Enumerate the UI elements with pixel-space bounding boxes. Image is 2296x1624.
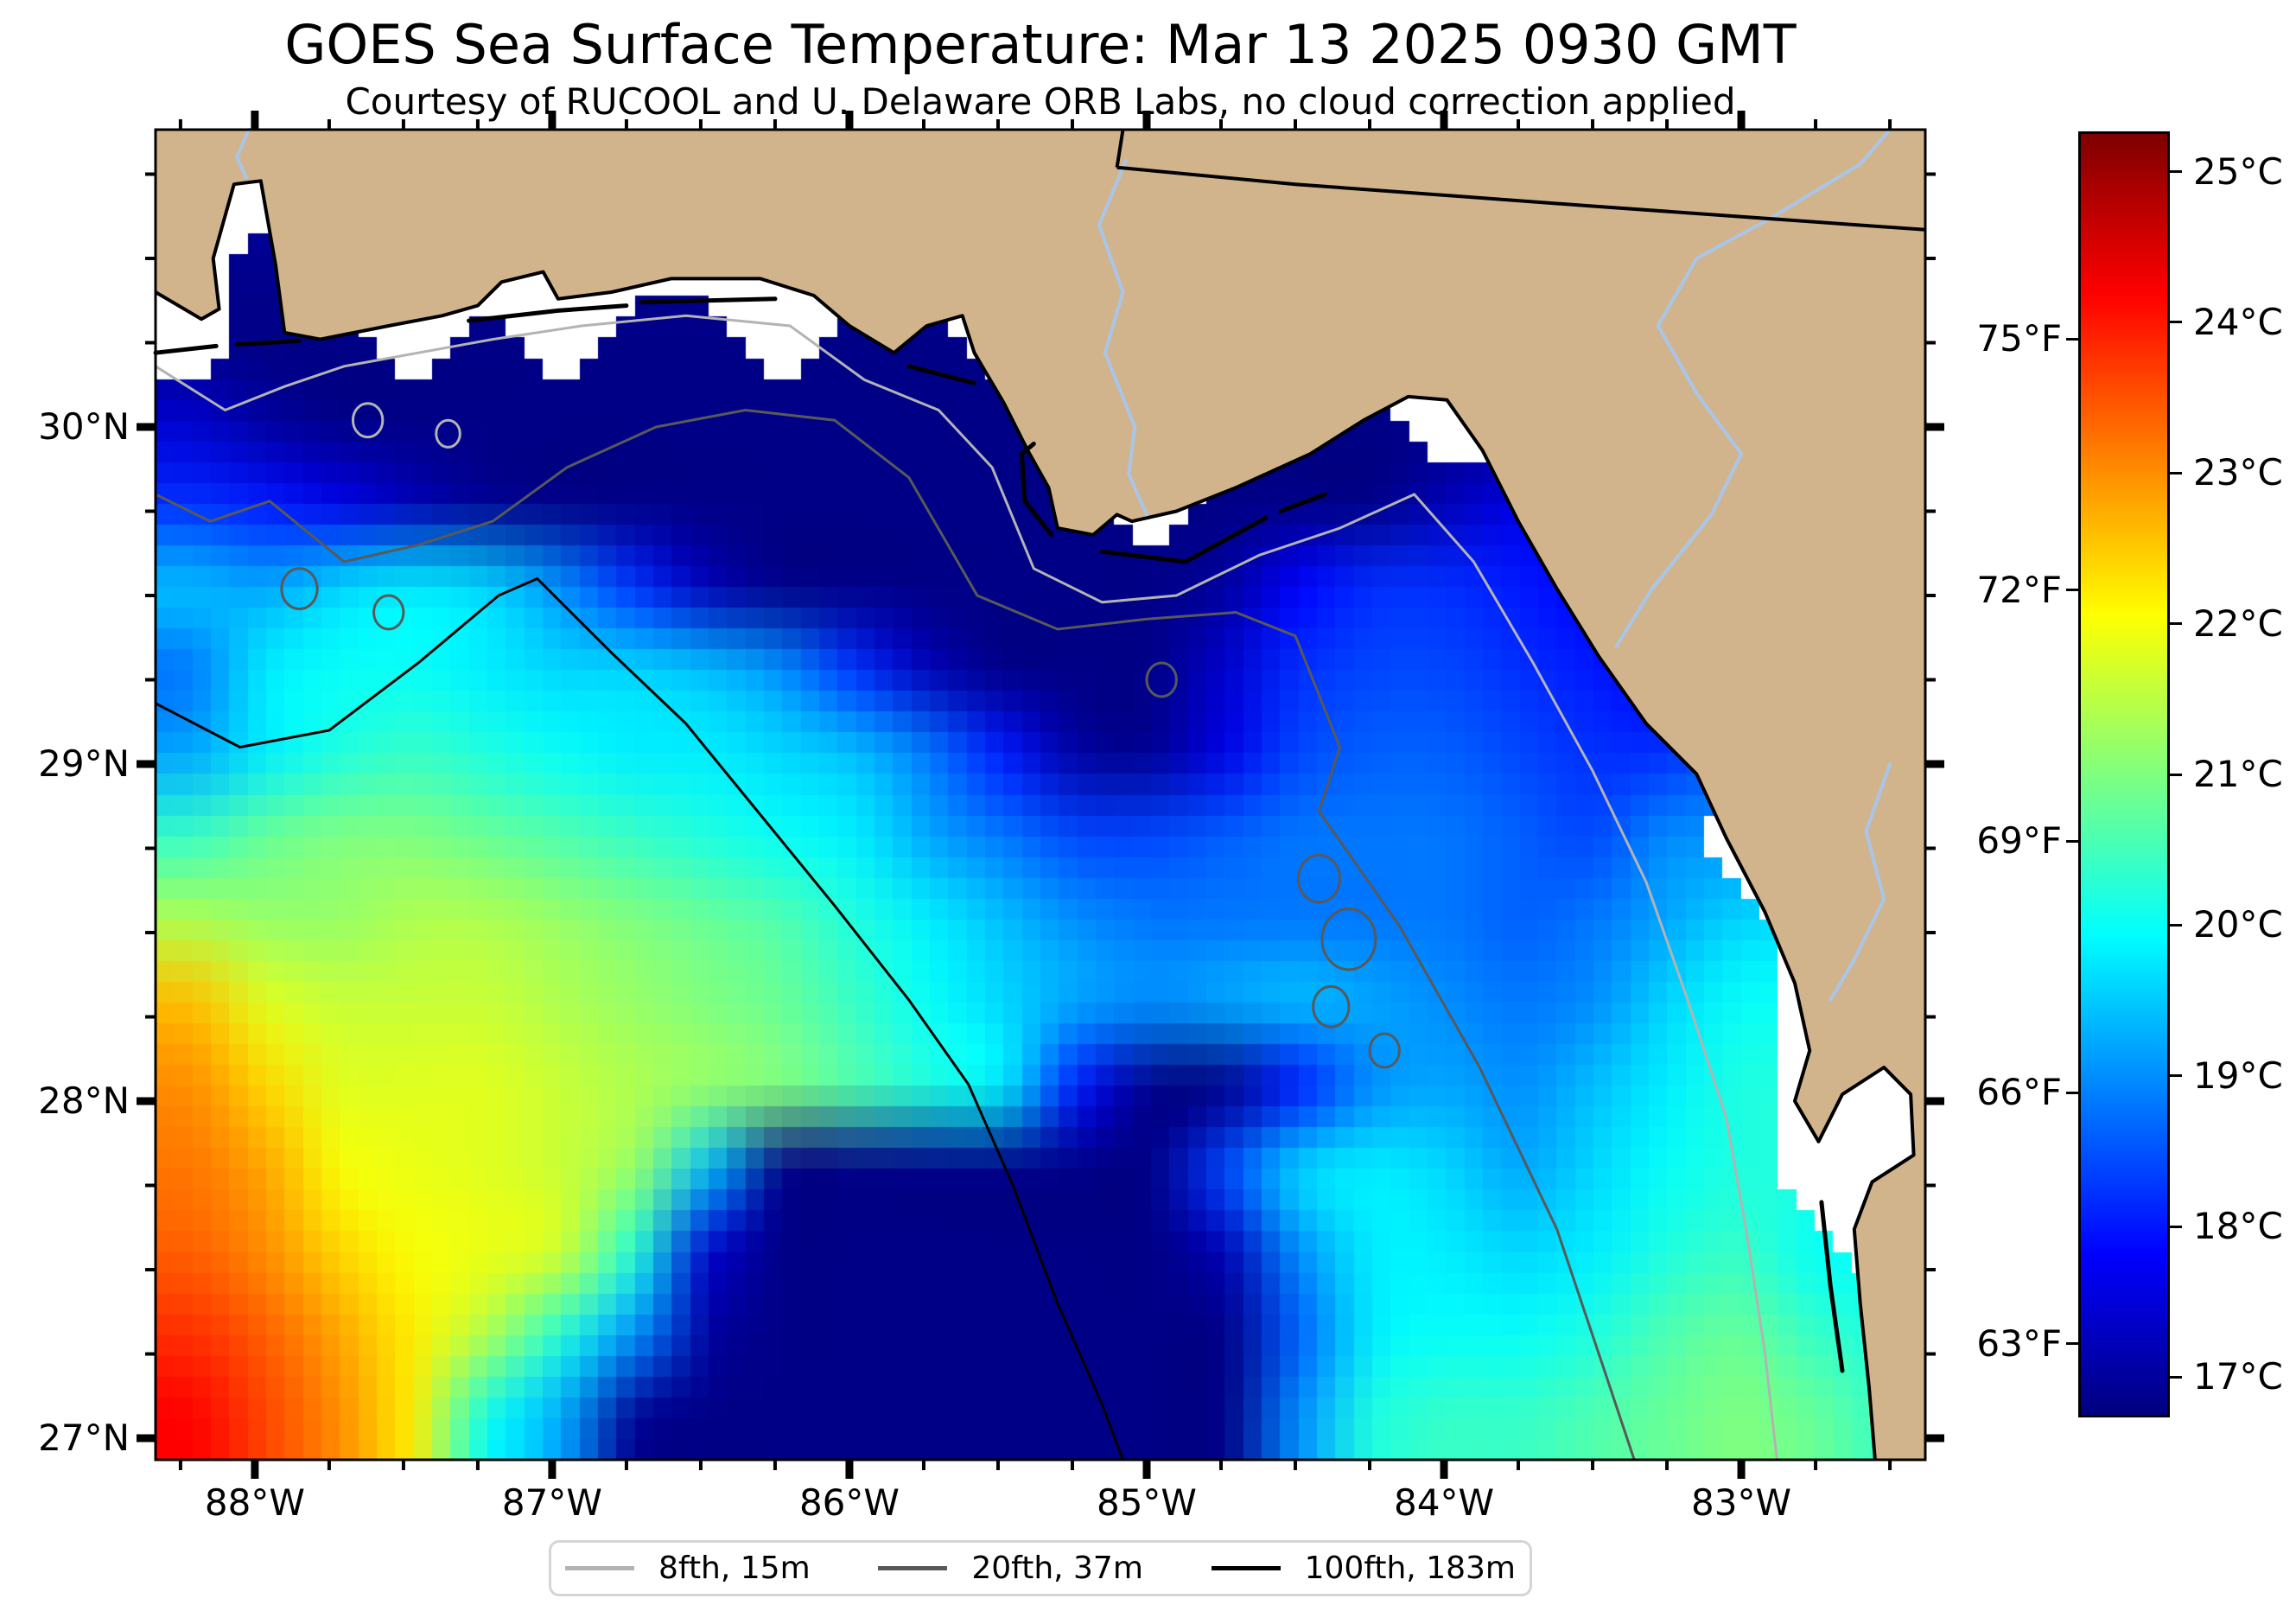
state-border bbox=[1116, 165, 1926, 232]
colorbar-fahrenheit-tick bbox=[2066, 337, 2078, 341]
colorbar-celsius-label: 17°C bbox=[2193, 1355, 2283, 1398]
colorbar-celsius-label: 23°C bbox=[2193, 451, 2283, 494]
depth-contour-legend: 8fth, 15m 20fth, 37m 100fth, 183m bbox=[549, 1540, 1532, 1596]
contour-8fth-loop bbox=[351, 402, 385, 439]
river bbox=[1097, 158, 1148, 517]
colorbar-fahrenheit-label: 75°F bbox=[1976, 317, 2062, 360]
contour-20fth-loop bbox=[1145, 661, 1178, 698]
legend-line-swatch-100fth bbox=[1211, 1566, 1281, 1570]
page-title: GOES Sea Surface Temperature: Mar 13 202… bbox=[284, 13, 1797, 76]
contour-20fth-loop bbox=[1320, 908, 1377, 971]
contour-20fth-loop bbox=[1368, 1032, 1401, 1069]
river bbox=[1614, 128, 1892, 648]
colorbar-celsius-label: 22°C bbox=[2193, 602, 2283, 645]
legend-label-8fth: 8fth, 15m bbox=[658, 1550, 811, 1586]
colorbar-celsius-label: 20°C bbox=[2193, 903, 2283, 946]
legend-item-100fth: 100fth, 183m bbox=[1211, 1550, 1516, 1586]
barrier-island bbox=[639, 296, 778, 305]
colorbar-fahrenheit-tick bbox=[2066, 1342, 2078, 1346]
colorbar-celsius-label: 25°C bbox=[2193, 150, 2283, 193]
contour-8fth-loop bbox=[435, 418, 461, 449]
contour-20fth-loop bbox=[280, 567, 319, 611]
coastline bbox=[154, 179, 1916, 1461]
colorbar-fahrenheit-label: 72°F bbox=[1976, 568, 2062, 611]
colorbar-celsius-label: 21°C bbox=[2193, 753, 2283, 795]
barrier-island bbox=[1819, 1200, 1845, 1373]
map-overlay-svg bbox=[137, 111, 1944, 1479]
barrier-island bbox=[467, 303, 629, 323]
colorbar bbox=[2078, 131, 2170, 1417]
legend-line-swatch-8fth bbox=[565, 1566, 634, 1570]
legend-label-20fth: 20fth, 37m bbox=[971, 1550, 1143, 1586]
barrier-island bbox=[1099, 515, 1269, 564]
legend-item-20fth: 20fth, 37m bbox=[878, 1551, 1143, 1586]
colorbar-celsius-label: 19°C bbox=[2193, 1054, 2283, 1097]
x-tick-label: 88°W bbox=[204, 1481, 305, 1524]
colorbar-celsius-tick bbox=[2170, 170, 2182, 174]
contour-100fth bbox=[155, 576, 1124, 1461]
legend-line-swatch-20fth bbox=[878, 1566, 948, 1570]
colorbar-gradient-canvas bbox=[2081, 134, 2167, 1415]
river bbox=[1829, 762, 1892, 1002]
y-tick-label: 29°N bbox=[38, 742, 130, 785]
colorbar-celsius-tick bbox=[2170, 321, 2182, 324]
colorbar-fahrenheit-label: 66°F bbox=[1976, 1071, 2062, 1114]
colorbar-fahrenheit-label: 69°F bbox=[1976, 819, 2062, 863]
colorbar-celsius-tick bbox=[2170, 1074, 2182, 1078]
colorbar-celsius-tick bbox=[2170, 471, 2182, 474]
colorbar-celsius-tick bbox=[2170, 622, 2182, 626]
x-tick-label: 87°W bbox=[501, 1481, 602, 1524]
barrier-island bbox=[153, 343, 219, 355]
contour-20fth-loop bbox=[1312, 984, 1351, 1029]
x-tick-label: 83°W bbox=[1691, 1481, 1792, 1524]
page-subtitle: Courtesy of RUCOOL and U. Delaware ORB L… bbox=[345, 80, 1736, 123]
contour-20fth-loop bbox=[372, 594, 405, 631]
colorbar-celsius-label: 24°C bbox=[2193, 300, 2283, 343]
contour-20fth bbox=[155, 408, 1636, 1461]
barrier-island bbox=[1019, 442, 1054, 538]
legend-item-8fth: 8fth, 15m bbox=[565, 1551, 811, 1586]
y-tick-label: 28°N bbox=[38, 1079, 130, 1123]
barrier-island bbox=[1278, 492, 1327, 513]
land-polygon-top bbox=[156, 130, 1925, 1460]
river bbox=[235, 128, 251, 180]
colorbar-fahrenheit-tick bbox=[2066, 1091, 2078, 1094]
colorbar-celsius-tick bbox=[2170, 773, 2182, 776]
barrier-island bbox=[906, 364, 976, 385]
x-tick-label: 84°W bbox=[1394, 1481, 1494, 1524]
colorbar-celsius-tick bbox=[2170, 1225, 2182, 1228]
contour-20fth-loop bbox=[1296, 853, 1342, 904]
y-tick-label: 27°N bbox=[38, 1417, 130, 1460]
x-tick-label: 85°W bbox=[1096, 1481, 1197, 1524]
colorbar-fahrenheit-label: 63°F bbox=[1976, 1321, 2062, 1365]
y-tick-label: 30°N bbox=[38, 404, 130, 448]
x-tick-label: 86°W bbox=[798, 1481, 900, 1524]
map-frame bbox=[154, 128, 1927, 1462]
barrier-island bbox=[234, 339, 302, 347]
colorbar-celsius-tick bbox=[2170, 923, 2182, 927]
colorbar-celsius-tick bbox=[2170, 1375, 2182, 1379]
colorbar-fahrenheit-tick bbox=[2066, 839, 2078, 843]
colorbar-celsius-label: 18°C bbox=[2193, 1205, 2283, 1248]
legend-label-100fth: 100fth, 183m bbox=[1304, 1550, 1516, 1586]
contour-8fth bbox=[155, 314, 1778, 1461]
colorbar-fahrenheit-tick bbox=[2066, 589, 2078, 592]
state-border bbox=[1115, 129, 1125, 169]
